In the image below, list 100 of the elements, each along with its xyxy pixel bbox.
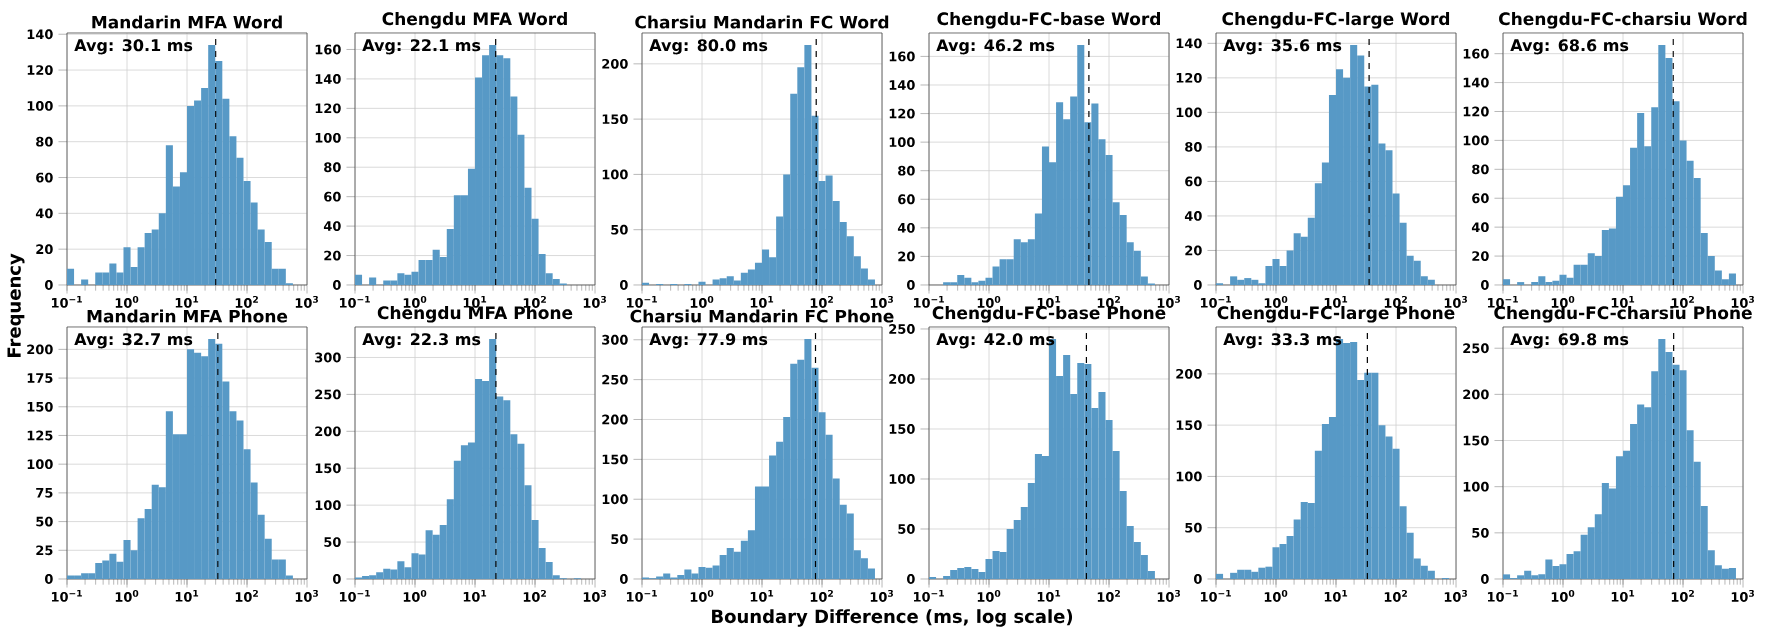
y-tick-label: 50 — [611, 534, 628, 545]
y-tick-label: 160 — [889, 51, 915, 62]
x-tick-label: 10$^{3}$ — [1444, 589, 1468, 602]
y-tick-label: 20 — [1472, 251, 1489, 261]
chart-title: Chengdu-FC-charsiu Word — [1499, 11, 1747, 29]
chart-title: Charsiu Mandarin FC Phone — [630, 309, 894, 323]
x-tick-label: 10$^{3}$ — [1731, 295, 1755, 308]
x-tick-label: 10$^{2}$ — [810, 295, 833, 308]
y-tick-label: 200 — [315, 426, 341, 437]
y-tick-label: 100 — [1463, 481, 1489, 492]
x-tick-label: 10$^{1}$ — [1324, 589, 1348, 602]
y-tick-label: 40 — [897, 222, 915, 233]
x-tick-label: 10$^{1}$ — [1037, 589, 1061, 602]
y-tick-label: 150 — [27, 401, 53, 412]
x-tick-label: 10$^{3}$ — [583, 295, 607, 308]
y-tick-label: 300 — [602, 334, 628, 345]
x-tick-label: 10$^{3}$ — [295, 589, 319, 602]
x-tick-label: 10$^{0}$ — [403, 295, 427, 308]
y-tick-label: 120 — [1176, 72, 1202, 83]
y-tick-label: 50 — [611, 224, 628, 235]
x-tick-label: 10$^{−1}$ — [339, 589, 370, 602]
y-tick-label: 80 — [324, 162, 341, 173]
y-tick-label: 200 — [602, 414, 628, 425]
y-tick-label: 150 — [889, 424, 915, 434]
x-tick-label: 10$^{2}$ — [1384, 589, 1407, 602]
x-tick-label: 10$^{2}$ — [1671, 589, 1694, 602]
y-tick-label: 50 — [898, 524, 915, 534]
annotation: Avg: 22.3 ms — [362, 333, 481, 349]
y-tick-label: 0 — [44, 574, 53, 584]
x-tick-label: 10$^{0}$ — [690, 295, 714, 308]
y-tick-label: 150 — [315, 463, 341, 474]
x-tick-label: 10$^{3}$ — [1444, 295, 1468, 308]
y-tick-label: 0 — [1480, 280, 1489, 290]
y-tick-label: 100 — [27, 100, 53, 111]
y-tick-label: 150 — [1463, 435, 1489, 446]
y-tick-label: 50 — [324, 537, 341, 547]
y-tick-label: 200 — [27, 344, 53, 355]
y-tick-label: 80 — [1472, 164, 1489, 175]
y-tick-label: 150 — [602, 454, 628, 465]
x-tick-label: 10$^{−1}$ — [626, 295, 657, 308]
x-tick-label: 10$^{2}$ — [523, 589, 546, 602]
y-tick-label: 140 — [1463, 77, 1489, 88]
y-tick-label: 150 — [602, 114, 628, 125]
x-tick-label: 10$^{0}$ — [1551, 295, 1575, 308]
y-tick-label: 100 — [1176, 471, 1202, 482]
chart-title: Chengdu-FC-large Word — [1222, 12, 1450, 29]
y-tick-label: 25 — [36, 545, 53, 556]
x-tick-label: 10$^{0}$ — [1551, 589, 1575, 602]
x-tick-label: 10$^{2}$ — [1671, 295, 1694, 308]
y-tick-label: 250 — [889, 324, 915, 334]
x-tick-label: 10$^{1}$ — [463, 589, 487, 602]
y-tick-label: 40 — [35, 208, 53, 219]
y-tick-label: 100 — [1463, 135, 1489, 146]
x-tick-label: 10$^{−1}$ — [626, 589, 657, 602]
y-tick-label: 100 — [602, 169, 628, 180]
x-tick-label: 10$^{3}$ — [295, 295, 319, 308]
y-tick-label: 75 — [36, 488, 53, 498]
y-tick-label: 0 — [906, 280, 915, 290]
y-tick-label: 250 — [602, 374, 628, 385]
x-tick-label: 10$^{0}$ — [115, 589, 139, 602]
y-tick-label: 160 — [1463, 48, 1489, 59]
x-tick-label: 10$^{0}$ — [403, 589, 427, 602]
y-tick-label: 60 — [324, 191, 341, 202]
y-tick-label: 140 — [27, 29, 53, 40]
y-tick-label: 20 — [36, 244, 53, 255]
y-axis-title: Frequency — [7, 253, 25, 357]
annotation: Avg: 68.6 ms — [1510, 39, 1629, 55]
y-tick-label: 0 — [619, 280, 628, 290]
x-tick-label: 10$^{2}$ — [1097, 589, 1120, 602]
y-tick-label: 250 — [315, 389, 341, 400]
y-tick-label: 250 — [1463, 343, 1489, 354]
y-tick-label: 40 — [1471, 222, 1489, 233]
y-tick-label: 50 — [1185, 522, 1202, 533]
x-tick-label: 10$^{1}$ — [750, 589, 774, 602]
y-tick-label: 80 — [36, 136, 53, 147]
annotation: Avg: 22.1 ms — [362, 39, 481, 55]
x-tick-label: 10$^{0}$ — [690, 589, 714, 602]
x-tick-label: 10$^{−1}$ — [51, 295, 82, 308]
y-tick-label: 0 — [332, 574, 341, 584]
annotation: Avg: 69.8 ms — [1510, 333, 1629, 349]
x-tick-label: 10$^{−1}$ — [913, 589, 944, 602]
y-tick-label: 120 — [315, 103, 341, 114]
x-tick-label: 10$^{3}$ — [870, 295, 894, 308]
x-tick-label: 10$^{0}$ — [977, 589, 1001, 602]
y-tick-label: 0 — [619, 574, 628, 584]
y-tick-label: 80 — [898, 165, 915, 176]
x-tick-label: 10$^{2}$ — [810, 589, 833, 602]
chart-title: Chengdu MFA Word — [382, 11, 567, 29]
x-tick-label: 10$^{2}$ — [235, 589, 258, 602]
y-tick-label: 50 — [36, 516, 53, 527]
y-tick-label: 100 — [1176, 107, 1202, 118]
x-tick-label: 10$^{0}$ — [115, 295, 139, 308]
x-tick-label: 10$^{−1}$ — [339, 295, 370, 308]
y-tick-label: 140 — [889, 80, 915, 90]
y-tick-label: 0 — [1193, 574, 1202, 584]
x-tick-label: 10$^{1}$ — [1611, 589, 1635, 602]
y-tick-label: 200 — [889, 374, 915, 384]
y-tick-label: 200 — [1463, 389, 1489, 400]
x-tick-label: 10$^{3}$ — [583, 589, 607, 602]
x-tick-label: 10$^{3}$ — [1157, 589, 1181, 602]
